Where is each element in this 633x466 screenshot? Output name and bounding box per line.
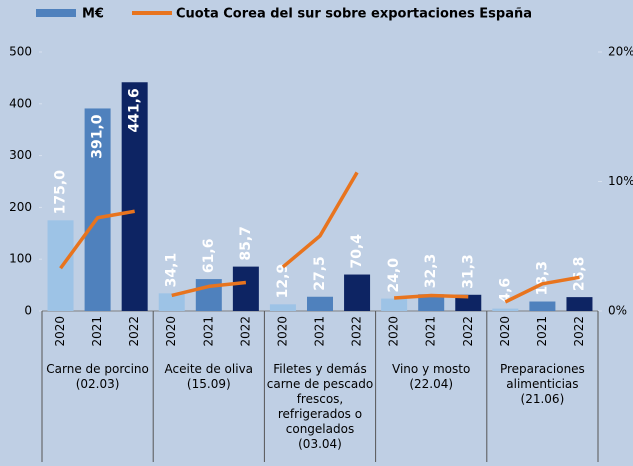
group-label: Filetes y demás carne de pescado frescos… [266, 362, 374, 451]
x-tick-label: 2020 [53, 316, 67, 347]
y-tick-label: 0 [24, 304, 32, 318]
x-tick-label: 2020 [164, 316, 178, 347]
bar [232, 266, 259, 311]
group-label: Preparaciones alimenticias (21.06) [499, 362, 585, 406]
y-tick-label: 200 [9, 200, 32, 214]
value-label: 26,8 [571, 257, 587, 292]
value-label: 391,0 [90, 114, 106, 159]
bar [566, 297, 593, 311]
bar [121, 82, 148, 312]
x-tick-label: 2020 [498, 316, 512, 347]
value-label: 12,9 [275, 264, 291, 299]
group-label: Vino y mosto (22.04) [392, 362, 471, 391]
bar [492, 308, 519, 311]
value-label: 34,1 [164, 253, 180, 288]
bar [381, 298, 408, 311]
x-tick-label: 2021 [201, 316, 215, 347]
x-tick-label: 2020 [275, 316, 289, 347]
bar [84, 108, 111, 311]
value-label: 18,3 [534, 261, 550, 296]
value-label: 61,6 [201, 239, 217, 274]
legend-label: M€ [82, 7, 104, 22]
y-tick-label: 100 [9, 252, 32, 266]
x-tick-label: 2022 [238, 316, 252, 347]
line-series [504, 275, 580, 304]
x-tick-label: 2021 [90, 316, 104, 347]
bar [455, 294, 482, 311]
bar [269, 304, 296, 311]
line-series [59, 209, 135, 270]
bar [307, 296, 333, 311]
legend-swatch [36, 9, 76, 17]
y-tick-label: 400 [9, 96, 32, 110]
value-label: 441,6 [127, 88, 143, 132]
group-label: Aceite de oliva (15.09) [164, 362, 254, 391]
y2-tick-label: 0% [608, 304, 627, 318]
bar [529, 301, 556, 311]
value-label: 175,0 [53, 170, 69, 215]
bar [344, 274, 371, 311]
value-label: 32,3 [423, 254, 439, 289]
bar [158, 293, 185, 311]
x-tick-label: 2022 [350, 316, 364, 347]
y2-tick-label: 20% [608, 45, 633, 59]
line-series [281, 171, 359, 269]
bar [418, 294, 445, 311]
x-tick-label: 2021 [313, 316, 327, 347]
value-label: 31,3 [460, 254, 476, 289]
x-tick-label: 2021 [535, 316, 549, 347]
value-label: 27,5 [312, 256, 328, 291]
x-tick-label: 2022 [127, 316, 141, 347]
value-label: 4,6 [497, 278, 513, 303]
x-tick-label: 2021 [424, 316, 438, 347]
line-series [171, 280, 247, 298]
x-tick-label: 2020 [387, 316, 401, 347]
value-label: 24,0 [386, 258, 402, 293]
line-series [394, 293, 469, 300]
y-tick-label: 500 [9, 45, 32, 59]
y2-tick-label: 10% [608, 174, 633, 188]
x-tick-label: 2022 [572, 316, 586, 347]
x-tick-label: 2022 [461, 316, 475, 347]
group-label: Carne de porcino (02.03) [46, 362, 149, 391]
value-label: 70,4 [349, 234, 365, 269]
value-label: 85,7 [238, 226, 254, 261]
y-tick-label: 300 [9, 148, 32, 162]
legend-label: Cuota Corea del sur sobre exportaciones … [176, 7, 532, 22]
